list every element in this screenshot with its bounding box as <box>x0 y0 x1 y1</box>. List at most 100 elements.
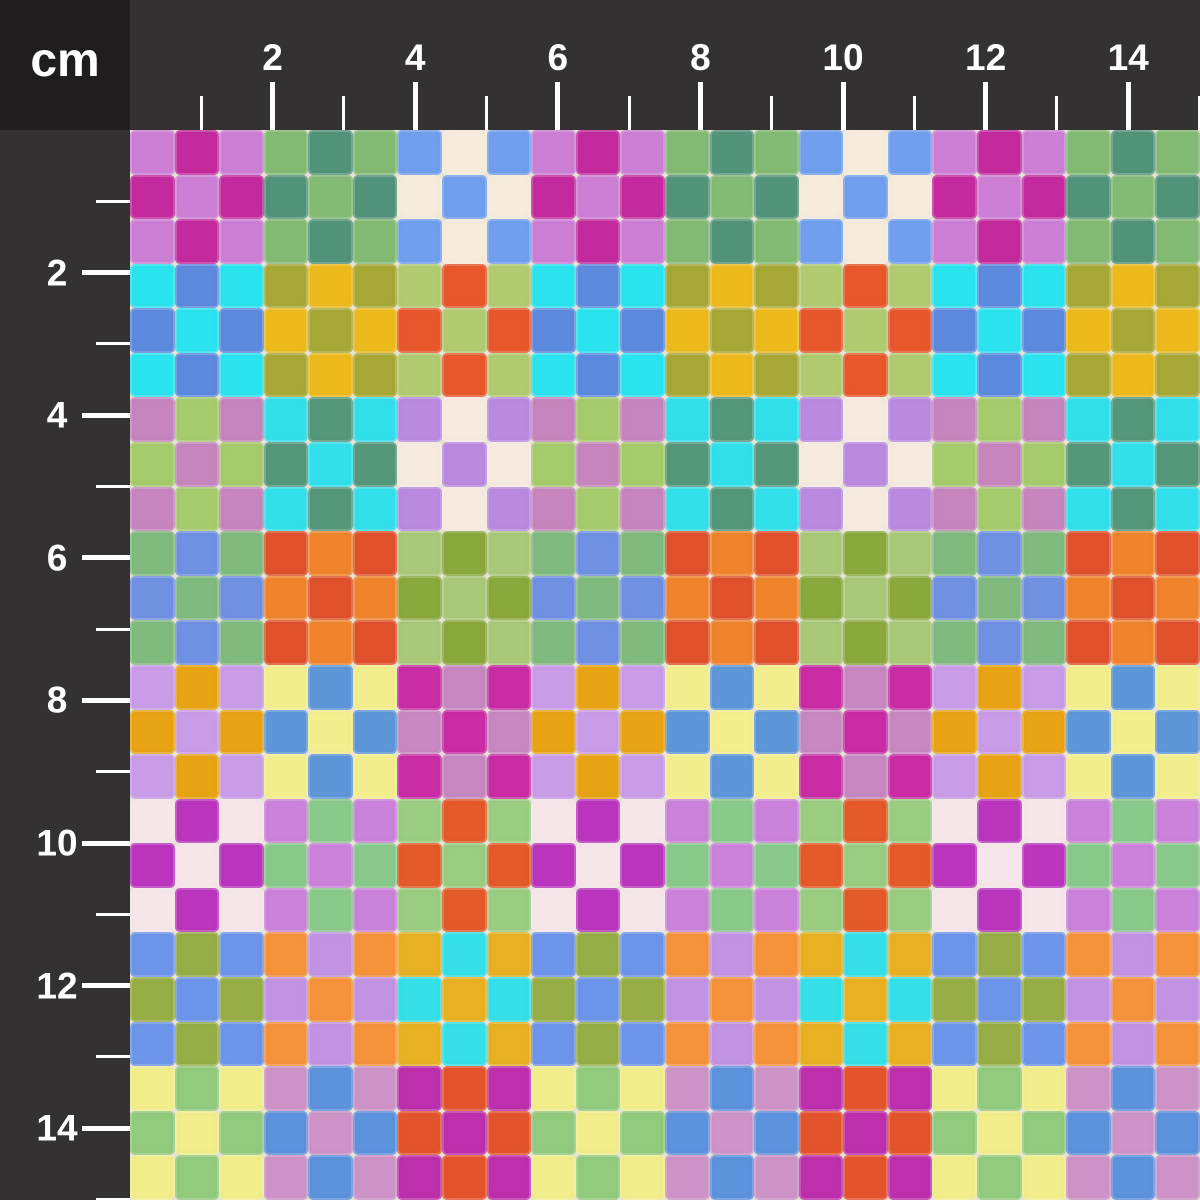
fabric-square <box>263 754 309 799</box>
fabric-square <box>263 219 309 264</box>
fabric-square <box>843 130 888 175</box>
fabric-square <box>1021 709 1067 755</box>
fabric-square <box>887 130 933 175</box>
fabric-square <box>442 263 487 309</box>
ruler-label: 12 <box>36 965 78 1007</box>
fabric-square <box>1110 932 1156 978</box>
fabric-square <box>977 1066 1022 1111</box>
fabric-square <box>709 352 755 398</box>
fabric-square <box>709 887 755 933</box>
ruler-minor-tick <box>912 96 916 130</box>
fabric-square <box>1021 620 1067 665</box>
fabric-square <box>263 308 309 353</box>
fabric-square <box>798 664 844 710</box>
fabric-square <box>575 664 621 710</box>
ruler-major-tick <box>270 82 276 130</box>
fabric-square <box>397 486 443 532</box>
fabric-square <box>1021 442 1067 487</box>
fabric-square <box>397 887 443 933</box>
fabric-square <box>977 620 1022 665</box>
fabric-square <box>887 843 933 888</box>
fabric-square <box>531 977 576 1022</box>
fabric-square <box>486 1021 532 1067</box>
fabric-square <box>263 1110 309 1156</box>
fabric-square <box>1021 754 1067 799</box>
fabric-square <box>664 442 710 487</box>
fabric-square <box>798 977 844 1022</box>
fabric-square <box>174 664 220 710</box>
fabric-square <box>932 620 978 665</box>
fabric-square <box>397 219 443 264</box>
fabric-square <box>1155 709 1200 755</box>
fabric-square <box>130 486 175 532</box>
fabric-square <box>1110 219 1156 264</box>
fabric-square <box>1021 486 1067 532</box>
fabric-square <box>754 887 799 933</box>
fabric-square <box>531 843 576 888</box>
fabric-square <box>754 843 799 888</box>
fabric-square <box>754 1155 799 1200</box>
fabric-square <box>130 1021 175 1067</box>
fabric-square <box>1110 263 1156 309</box>
fabric-square <box>442 575 487 621</box>
fabric-square <box>932 531 978 576</box>
fabric-square <box>352 709 398 755</box>
fabric-square <box>620 130 665 175</box>
ruler-major-tick <box>82 840 130 846</box>
fabric-square <box>977 843 1022 888</box>
fabric-square <box>308 887 353 933</box>
ruler-minor-tick <box>199 96 203 130</box>
fabric-square <box>174 887 220 933</box>
fabric-square <box>308 442 353 487</box>
fabric-square <box>174 174 220 220</box>
fabric-square <box>620 977 665 1022</box>
fabric-square <box>977 1021 1022 1067</box>
fabric-square <box>219 174 264 220</box>
fabric-square <box>620 1155 665 1200</box>
fabric-square <box>977 442 1022 487</box>
fabric-square <box>977 798 1022 844</box>
fabric-square <box>575 486 621 532</box>
fabric-square <box>1066 397 1111 443</box>
fabric-square <box>1066 977 1111 1022</box>
fabric-square <box>798 798 844 844</box>
fabric-square <box>174 263 220 309</box>
fabric-square <box>1110 977 1156 1022</box>
fabric-square <box>263 1021 309 1067</box>
fabric-square <box>130 219 175 264</box>
fabric-square <box>174 754 220 799</box>
fabric-square <box>1066 531 1111 576</box>
fabric-square <box>352 843 398 888</box>
fabric-square <box>620 531 665 576</box>
fabric-square <box>308 1021 353 1067</box>
fabric-square <box>754 932 799 978</box>
fabric-square <box>798 754 844 799</box>
fabric-square <box>843 397 888 443</box>
fabric-square <box>843 486 888 532</box>
fabric-square <box>442 754 487 799</box>
ruler-major-tick <box>840 82 846 130</box>
fabric-square <box>486 843 532 888</box>
fabric-square <box>352 575 398 621</box>
fabric-square <box>130 352 175 398</box>
fabric-square <box>486 620 532 665</box>
fabric-square <box>1155 486 1200 532</box>
fabric-square <box>397 664 443 710</box>
fabric-square <box>174 442 220 487</box>
fabric-square <box>754 1066 799 1111</box>
fabric-square <box>1066 486 1111 532</box>
fabric-square <box>486 709 532 755</box>
fabric-square <box>575 174 621 220</box>
fabric-square <box>531 531 576 576</box>
fabric-square <box>754 263 799 309</box>
fabric-square <box>1066 798 1111 844</box>
ruler-label: 14 <box>36 1107 78 1149</box>
fabric-square <box>843 798 888 844</box>
fabric-square <box>664 1155 710 1200</box>
ruler-minor-tick <box>96 1198 130 1200</box>
fabric-square <box>887 442 933 487</box>
fabric-square <box>798 1155 844 1200</box>
fabric-square <box>1021 1066 1067 1111</box>
fabric-square <box>531 709 576 755</box>
ruler-minor-tick <box>96 770 130 774</box>
